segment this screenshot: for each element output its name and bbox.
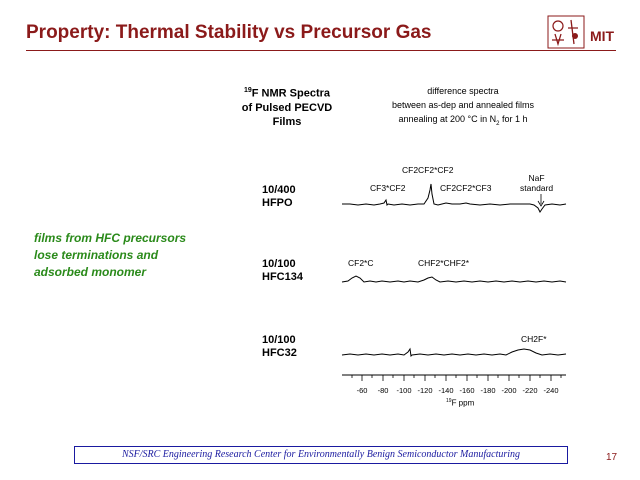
title-divider [26, 50, 616, 51]
diff-line-2: between as-dep and annealed films [391, 100, 535, 110]
sample-ratio: 10/100 [262, 334, 296, 346]
diff-line-1: difference spectra [427, 86, 499, 96]
footer-banner: NSF/SRC Engineering Research Center for … [74, 446, 568, 464]
mit-logo-text: MIT [590, 28, 615, 44]
x-tick-label: -200 [501, 386, 516, 395]
sample-label-hfpo: 10/400 HFPO [262, 184, 296, 210]
x-tick-label: -240 [543, 386, 558, 395]
peak-label-cf3cf2: CF3*CF2 [370, 183, 406, 193]
peak-label-chf2chf2: CHF2*CHF2* [418, 258, 470, 268]
peak-label-cf2cf2cf3: CF2CF2*CF3 [440, 183, 492, 193]
sample-gas: HFC32 [262, 347, 297, 359]
diff-tail: for 1 h [499, 114, 528, 124]
header-line-3: Films [272, 115, 302, 128]
spectrum-hfpo [342, 183, 567, 213]
x-axis-ticks [351, 375, 562, 381]
x-tick-label: -160 [459, 386, 474, 395]
sample-gas: HFPO [262, 197, 293, 209]
peak-label-cf2c: CF2*C [348, 258, 374, 268]
page-number: 17 [606, 452, 618, 463]
sample-label-hfc134: 10/100 HFC134 [262, 258, 303, 284]
diff-line-3: annealing at 200 °C in N [398, 114, 497, 124]
note-line-2: lose terminations and [34, 248, 159, 262]
x-tick-label: -220 [522, 386, 537, 395]
sample-label-hfc32: 10/100 HFC32 [262, 334, 297, 360]
mit-seal-icon [546, 14, 586, 50]
x-tick-label: -140 [438, 386, 453, 395]
conclusion-note: films from HFC precursors lose terminati… [34, 230, 234, 281]
x-tick-label: -120 [417, 386, 432, 395]
note-line-1: films from HFC precursors [34, 231, 187, 245]
spectrum-hfc32 [341, 347, 567, 358]
sample-gas: HFC134 [262, 271, 303, 283]
x-tick-label: -80 [378, 386, 389, 395]
peak-label-ch2f: CH2F* [521, 334, 547, 344]
peak-label-naf: NaF standard [520, 173, 553, 193]
diff-sub: 2 [496, 120, 500, 127]
peak-label-cf2cf2cf2: CF2CF2*CF2 [402, 165, 454, 175]
slide-title: Property: Thermal Stability vs Precursor… [26, 22, 432, 43]
header-superscript: 19 [243, 87, 252, 94]
sample-ratio: 10/400 [262, 184, 296, 196]
header-line-2: of Pulsed PECVD [241, 101, 333, 114]
x-axis-unit-text: F ppm [451, 398, 475, 408]
nmr-spectra-header: 19F NMR Spectra of Pulsed PECVD Films [232, 84, 342, 129]
x-axis-unit: 19F ppm [446, 398, 474, 408]
x-tick-label: -180 [480, 386, 495, 395]
x-axis-unit-sup: 19 [446, 398, 452, 404]
note-line-3: adsorbed monomer [34, 265, 147, 279]
header-line-1: F NMR Spectra [251, 87, 331, 100]
naf-line-1: NaF [528, 173, 545, 183]
sample-ratio: 10/100 [262, 258, 296, 270]
difference-spectra-header: difference spectra between as-dep and an… [368, 84, 558, 131]
x-tick-label: -100 [396, 386, 411, 395]
x-tick-label: -60 [357, 386, 368, 395]
naf-line-2: standard [520, 183, 554, 193]
spectrum-hfc134 [341, 275, 567, 283]
